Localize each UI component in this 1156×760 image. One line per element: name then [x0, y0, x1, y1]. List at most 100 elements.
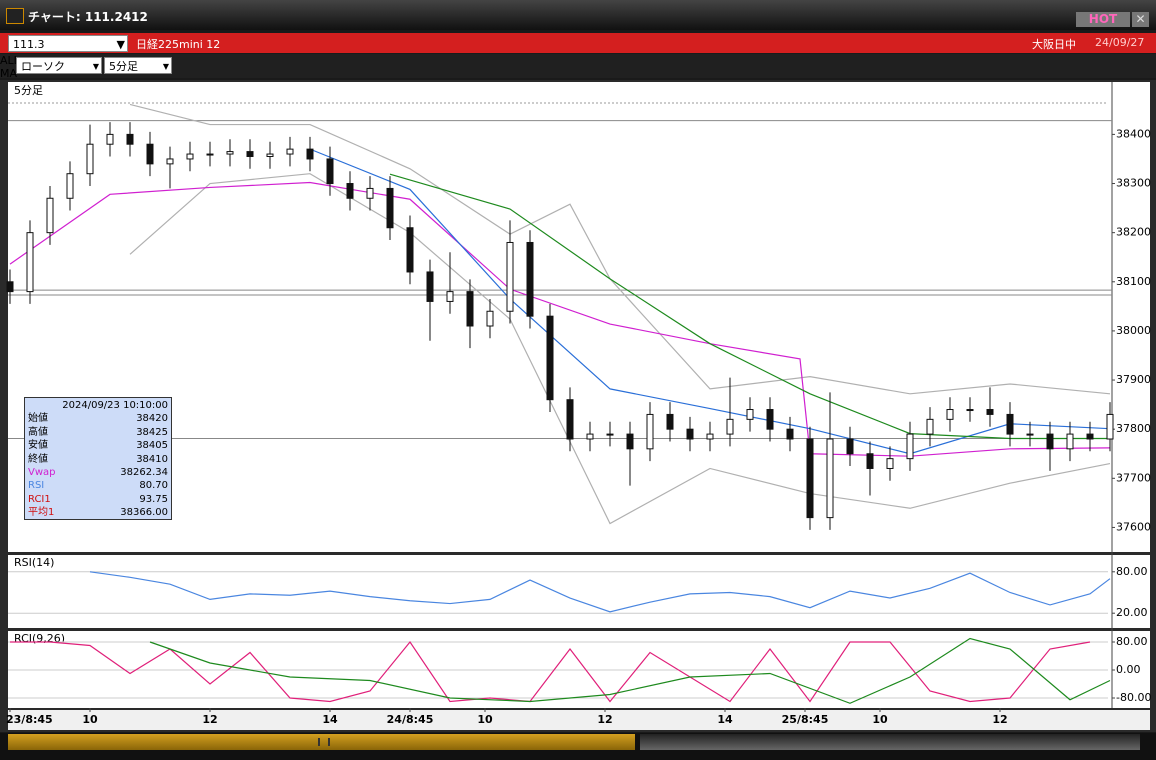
candle-body: [1066, 433, 1074, 450]
candle-body: [726, 418, 734, 435]
y-tick-label: 38100: [1116, 275, 1151, 288]
info-value: 38366.00: [120, 507, 168, 519]
close-button[interactable]: ✕: [1132, 12, 1149, 27]
x-axis-panel: [8, 710, 1150, 730]
info-row: RCI1 93.75: [28, 493, 168, 506]
candle-body: [26, 232, 34, 293]
y-tick-label: 38400: [1116, 127, 1151, 140]
x-tick-label: 24/8:45: [387, 713, 434, 726]
indicator-line: [129, 173, 1111, 525]
code-input[interactable]: 111.3 ▼: [8, 35, 128, 52]
x-tick-label: 25/8:45: [782, 713, 829, 726]
candle-body: [1106, 413, 1114, 440]
y-tick-label: 80.00: [1116, 565, 1148, 578]
hot-button[interactable]: HOT: [1076, 12, 1130, 27]
candle-body: [526, 241, 534, 317]
info-row: RSI 80.70: [28, 479, 168, 492]
y-tick-label: 20.00: [1116, 606, 1148, 619]
y-tick-label: 38200: [1116, 226, 1151, 239]
period: 5分足: [109, 60, 138, 73]
candle-body: [506, 241, 514, 312]
period-select[interactable]: 5分足 ▼: [104, 57, 172, 74]
candle-body: [666, 413, 674, 430]
candle-body: [986, 409, 994, 415]
candle-body: [1006, 413, 1014, 435]
session: 大阪日中: [1032, 38, 1076, 51]
x-tick-label: 12: [992, 713, 1007, 726]
candle-body: [126, 133, 134, 145]
info-value: 80.70: [139, 480, 168, 492]
candle-body: [6, 281, 14, 293]
candle-body: [346, 183, 354, 199]
candle-body: [846, 438, 854, 455]
candle-body: [66, 173, 74, 199]
candle-body: [366, 187, 374, 199]
info-row: 終値 38410: [28, 453, 168, 466]
y-tick-label: 38300: [1116, 177, 1151, 190]
candle-body: [966, 409, 974, 412]
scroll-thumb[interactable]: [8, 734, 635, 750]
candle-body: [606, 433, 614, 436]
chart-area: 5分足 RSI(14) RCI(9,26) 376003770037800379…: [0, 80, 1156, 732]
scroll-track: [640, 734, 1140, 750]
candle-body: [886, 458, 894, 469]
candle-body: [686, 428, 694, 440]
candle-body: [266, 153, 274, 158]
candle-body: [546, 315, 554, 401]
candle-body: [1026, 433, 1034, 436]
chart-style: ローソク: [21, 60, 65, 73]
candle-body: [706, 433, 714, 440]
x-tick-label: 10: [872, 713, 888, 726]
info-value: 93.75: [139, 493, 168, 505]
info-row: 安値 38405: [28, 439, 168, 452]
candle-body: [826, 438, 834, 519]
candle-body: [406, 227, 414, 273]
info-value: 38262.34: [120, 466, 168, 478]
candle-body: [186, 153, 194, 160]
x-tick-label: 14: [717, 713, 733, 726]
indicator-line: [10, 640, 1091, 703]
info-label: RCI1: [28, 493, 51, 505]
y-tick-label: 38000: [1116, 324, 1151, 337]
info-value: 38425: [136, 426, 168, 438]
candle-body: [786, 428, 794, 440]
tool-button[interactable]: ALL: [0, 54, 20, 67]
candle-body: [226, 151, 234, 155]
candle-body: [86, 143, 94, 175]
candle-body: [906, 433, 914, 460]
candle-body: [646, 413, 654, 450]
toolbar: ローソク▼ 5分足▼ ALLMABBMAEHLATRPVTLog: [0, 54, 1156, 158]
tool-button[interactable]: MA: [0, 67, 18, 80]
info-label: 始値: [28, 413, 48, 425]
candle-body: [466, 291, 474, 327]
candle-body: [486, 310, 494, 327]
candle-body: [326, 158, 334, 185]
indicator-line: [149, 637, 1111, 704]
app-icon: [6, 8, 24, 24]
x-tick-label: 10: [477, 713, 493, 726]
date: 24/09/27: [1095, 36, 1145, 49]
candle-body: [166, 158, 174, 165]
y-tick-label: 37800: [1116, 422, 1151, 435]
candle-body: [146, 143, 154, 165]
candle-body: [446, 291, 454, 302]
style-select[interactable]: ローソク ▼: [16, 57, 102, 74]
main-panel: [8, 82, 1150, 552]
panel-label: 5分足: [14, 84, 43, 97]
candle-body: [46, 197, 54, 234]
y-tick-label: -80.00: [1116, 691, 1151, 704]
symbol-bar: 111.3 ▼ 日経225mini 12 大阪日中 24/09/27: [0, 33, 1156, 53]
info-datetime: 2024/09/23 10:10:00: [62, 400, 168, 411]
candle-body: [386, 187, 394, 229]
candle-body: [426, 271, 434, 302]
y-tick-label: 37700: [1116, 471, 1151, 484]
info-label: RSI: [28, 480, 45, 492]
candle-body: [1086, 433, 1094, 440]
scrollbar: [0, 733, 1156, 760]
info-value: 38405: [136, 440, 168, 452]
candle-body: [566, 399, 574, 440]
candle-body: [586, 433, 594, 440]
x-tick-label: 23/8:45: [6, 713, 53, 726]
indicator-line: [129, 103, 1111, 395]
